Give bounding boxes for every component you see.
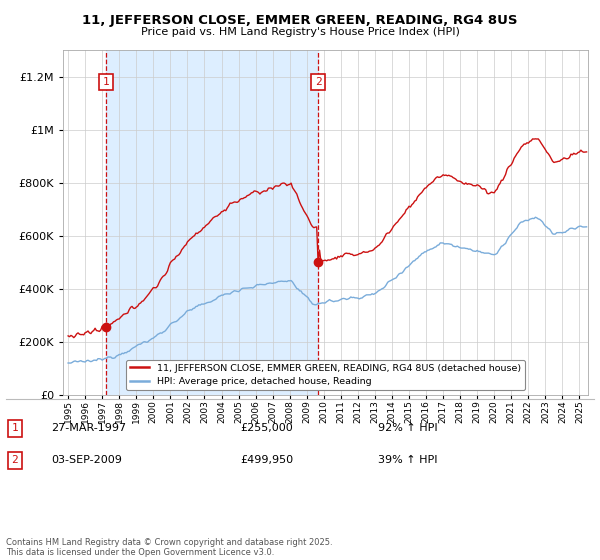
Text: 11, JEFFERSON CLOSE, EMMER GREEN, READING, RG4 8US: 11, JEFFERSON CLOSE, EMMER GREEN, READIN… [82,14,518,27]
Text: 1: 1 [11,423,19,433]
Text: 03-SEP-2009: 03-SEP-2009 [51,455,122,465]
Text: Contains HM Land Registry data © Crown copyright and database right 2025.
This d: Contains HM Land Registry data © Crown c… [6,538,332,557]
Legend: 11, JEFFERSON CLOSE, EMMER GREEN, READING, RG4 8US (detached house), HPI: Averag: 11, JEFFERSON CLOSE, EMMER GREEN, READIN… [127,360,524,390]
Text: 39% ↑ HPI: 39% ↑ HPI [378,455,437,465]
Bar [106,50,318,395]
Text: 92% ↑ HPI: 92% ↑ HPI [378,423,437,433]
Text: 27-MAR-1997: 27-MAR-1997 [51,423,126,433]
Text: Price paid vs. HM Land Registry's House Price Index (HPI): Price paid vs. HM Land Registry's House … [140,27,460,37]
Text: 1: 1 [103,77,109,87]
Text: 2: 2 [11,455,19,465]
Text: 2: 2 [315,77,322,87]
Text: £499,950: £499,950 [240,455,293,465]
Text: £255,000: £255,000 [240,423,293,433]
